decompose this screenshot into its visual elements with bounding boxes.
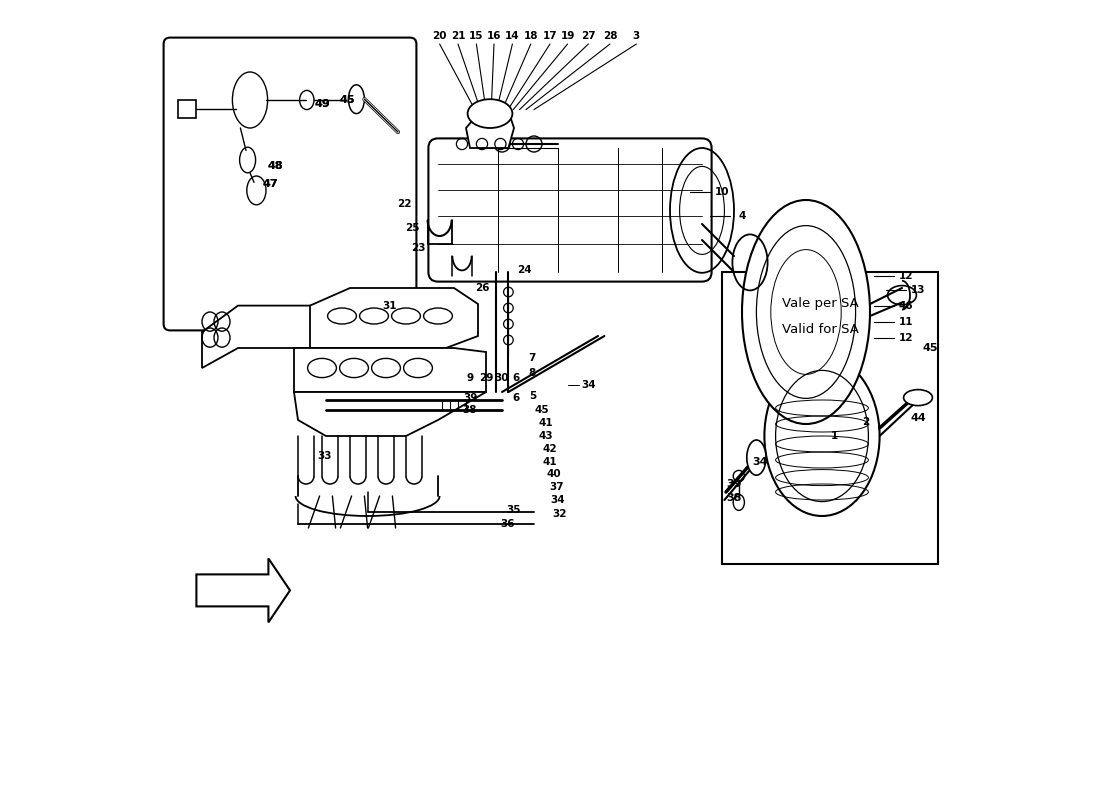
- Text: 48: 48: [267, 161, 284, 170]
- Polygon shape: [202, 306, 446, 368]
- Text: 25: 25: [405, 223, 420, 233]
- Text: 17: 17: [542, 31, 558, 41]
- Text: 39: 39: [463, 394, 477, 403]
- Text: 9: 9: [466, 373, 474, 382]
- Text: 38: 38: [726, 494, 741, 503]
- Text: 41: 41: [539, 418, 553, 428]
- Text: 3: 3: [632, 31, 640, 41]
- Text: 33: 33: [317, 451, 332, 461]
- Polygon shape: [466, 114, 514, 148]
- Polygon shape: [294, 392, 486, 436]
- Ellipse shape: [742, 200, 870, 424]
- Text: 21: 21: [451, 31, 465, 41]
- Text: 11: 11: [899, 317, 913, 326]
- Text: 26: 26: [475, 283, 490, 293]
- Text: 45: 45: [340, 95, 355, 105]
- Text: 44: 44: [910, 413, 926, 422]
- Text: 38: 38: [463, 406, 477, 415]
- FancyBboxPatch shape: [428, 138, 712, 282]
- Text: 6: 6: [513, 393, 520, 402]
- Polygon shape: [197, 558, 290, 622]
- Text: 43: 43: [539, 431, 553, 441]
- Text: 49: 49: [315, 99, 330, 109]
- Text: 18: 18: [524, 31, 538, 41]
- Text: 13: 13: [911, 285, 925, 294]
- Text: 31: 31: [383, 301, 397, 310]
- Text: 28: 28: [603, 31, 617, 41]
- FancyBboxPatch shape: [164, 38, 417, 330]
- Text: 47: 47: [262, 179, 278, 189]
- Text: 15: 15: [469, 31, 484, 41]
- Ellipse shape: [747, 440, 766, 475]
- Ellipse shape: [468, 99, 513, 128]
- Text: 7: 7: [529, 354, 536, 363]
- Text: Valid for SA: Valid for SA: [782, 323, 859, 336]
- Text: 23: 23: [410, 243, 426, 253]
- Text: 34: 34: [581, 380, 596, 390]
- Text: 37: 37: [549, 482, 563, 492]
- Text: 2: 2: [862, 418, 870, 427]
- Text: 19: 19: [560, 31, 575, 41]
- Text: 12: 12: [899, 334, 913, 343]
- Text: 36: 36: [500, 519, 515, 529]
- Text: 45: 45: [922, 343, 937, 353]
- Text: 14: 14: [505, 31, 519, 41]
- Ellipse shape: [903, 390, 933, 406]
- Text: 48: 48: [267, 161, 284, 170]
- Text: 46: 46: [899, 302, 913, 311]
- Text: 49: 49: [315, 99, 330, 109]
- Text: 1: 1: [830, 431, 837, 441]
- Text: 45: 45: [535, 406, 549, 415]
- Text: 29: 29: [478, 373, 493, 382]
- Text: 30: 30: [495, 373, 509, 382]
- Text: 6: 6: [513, 373, 520, 382]
- Text: 24: 24: [517, 265, 531, 274]
- Text: 35: 35: [507, 506, 521, 515]
- Ellipse shape: [764, 356, 880, 516]
- Text: 27: 27: [581, 31, 596, 41]
- Text: 41: 41: [542, 457, 558, 466]
- Text: 16: 16: [486, 31, 502, 41]
- Text: 40: 40: [547, 470, 561, 479]
- Text: 10: 10: [715, 187, 729, 197]
- Text: 5: 5: [529, 391, 536, 401]
- Text: 34: 34: [551, 495, 565, 505]
- Text: 47: 47: [262, 179, 278, 189]
- Bar: [722, 272, 938, 564]
- Text: 32: 32: [552, 509, 567, 518]
- Text: Vale per SA: Vale per SA: [782, 298, 859, 310]
- Text: 12: 12: [899, 271, 913, 281]
- Text: 8: 8: [529, 368, 536, 378]
- Polygon shape: [310, 288, 478, 348]
- Text: 22: 22: [397, 199, 411, 209]
- Text: 20: 20: [432, 31, 447, 41]
- Text: 45: 45: [340, 95, 355, 105]
- Text: 39: 39: [726, 479, 741, 489]
- Polygon shape: [294, 348, 486, 392]
- Text: 4: 4: [738, 211, 746, 221]
- Text: 42: 42: [542, 444, 558, 454]
- Text: 34: 34: [752, 458, 768, 467]
